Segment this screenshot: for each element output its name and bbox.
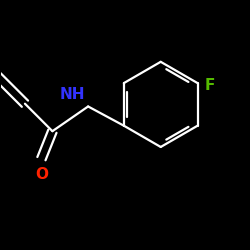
Text: NH: NH bbox=[60, 87, 86, 102]
Text: O: O bbox=[35, 167, 48, 182]
Text: F: F bbox=[204, 78, 215, 93]
